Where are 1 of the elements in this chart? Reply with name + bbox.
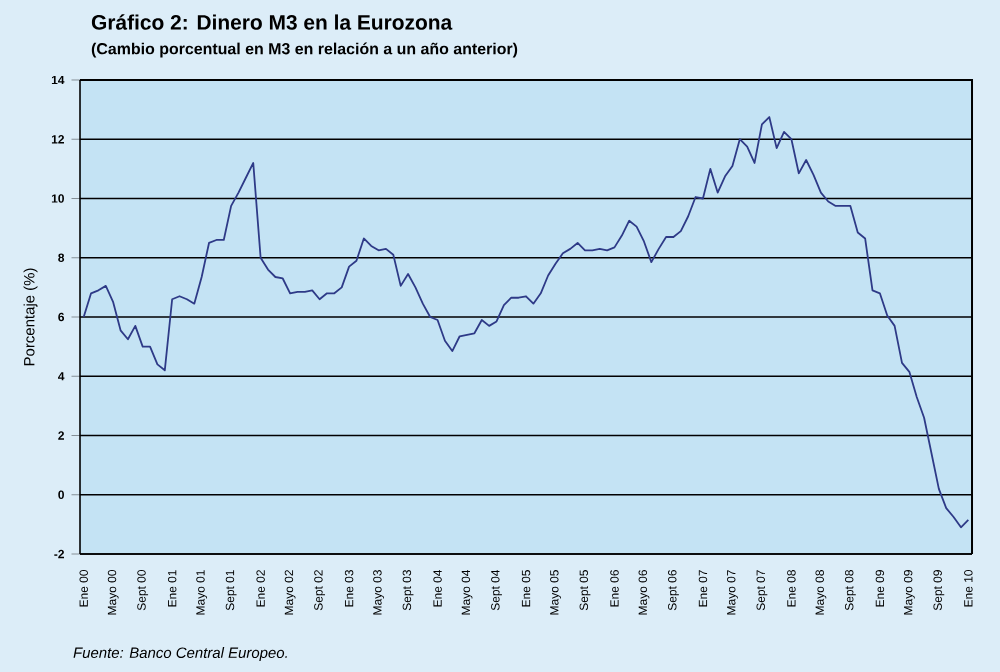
chart-title: Gráfico 2: Dinero M3 en la Eurozona bbox=[91, 14, 453, 30]
